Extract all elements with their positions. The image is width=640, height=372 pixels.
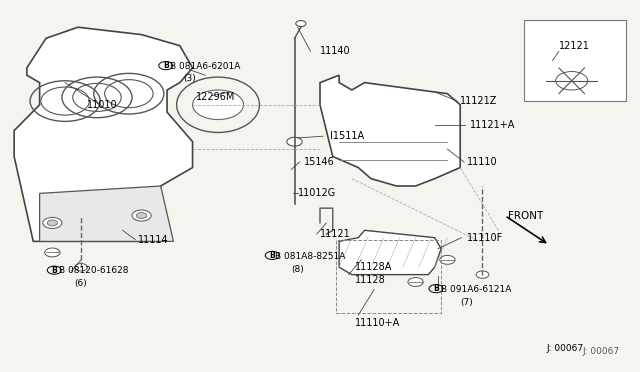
Text: B 08120-61628: B 08120-61628: [59, 266, 128, 275]
Circle shape: [408, 278, 423, 286]
Text: J: 00067: J: 00067: [546, 344, 583, 353]
Text: FRONT: FRONT: [508, 211, 543, 221]
Circle shape: [132, 210, 151, 221]
Text: 11128A: 11128A: [355, 262, 392, 272]
Circle shape: [296, 20, 306, 26]
Text: B: B: [433, 284, 439, 293]
Circle shape: [476, 271, 489, 278]
Text: 11121: 11121: [320, 229, 351, 239]
Circle shape: [43, 217, 62, 228]
Bar: [336, 240, 441, 313]
Text: (8): (8): [291, 264, 304, 273]
Text: J: 00067: J: 00067: [582, 347, 620, 356]
Polygon shape: [320, 75, 460, 186]
Bar: [524, 20, 626, 101]
Polygon shape: [14, 27, 193, 241]
Polygon shape: [40, 186, 173, 241]
Circle shape: [287, 137, 302, 146]
Text: 11010: 11010: [88, 100, 118, 110]
Text: 11110F: 11110F: [467, 233, 503, 243]
Text: B 091A6-6121A: B 091A6-6121A: [441, 285, 511, 294]
Text: 11121+A: 11121+A: [470, 120, 515, 130]
Text: B: B: [51, 266, 57, 275]
Text: B 081A6-6201A: B 081A6-6201A: [170, 61, 241, 71]
Circle shape: [440, 256, 455, 264]
Circle shape: [556, 71, 588, 90]
Text: 11110+A: 11110+A: [355, 318, 400, 328]
Text: 11140: 11140: [320, 46, 351, 56]
Text: 11128: 11128: [355, 275, 386, 285]
Text: (6): (6): [75, 279, 88, 288]
Text: B 081A8-8251A: B 081A8-8251A: [275, 251, 346, 261]
Text: 11110: 11110: [467, 157, 497, 167]
Circle shape: [47, 220, 58, 226]
Text: 11121Z: 11121Z: [460, 96, 497, 106]
Text: 12296M: 12296M: [196, 92, 235, 102]
Text: (3): (3): [183, 74, 196, 83]
Circle shape: [45, 248, 60, 257]
Text: I1511A: I1511A: [330, 131, 364, 141]
Text: B: B: [163, 61, 169, 70]
Text: B: B: [269, 251, 275, 260]
Polygon shape: [339, 230, 441, 275]
Text: 11012G: 11012G: [298, 188, 336, 198]
Text: (7): (7): [460, 298, 473, 307]
Text: 11114: 11114: [138, 234, 169, 244]
Circle shape: [75, 263, 88, 271]
Circle shape: [193, 90, 244, 119]
Text: 15146: 15146: [304, 157, 335, 167]
Text: 12121: 12121: [559, 41, 590, 51]
Circle shape: [136, 212, 147, 218]
